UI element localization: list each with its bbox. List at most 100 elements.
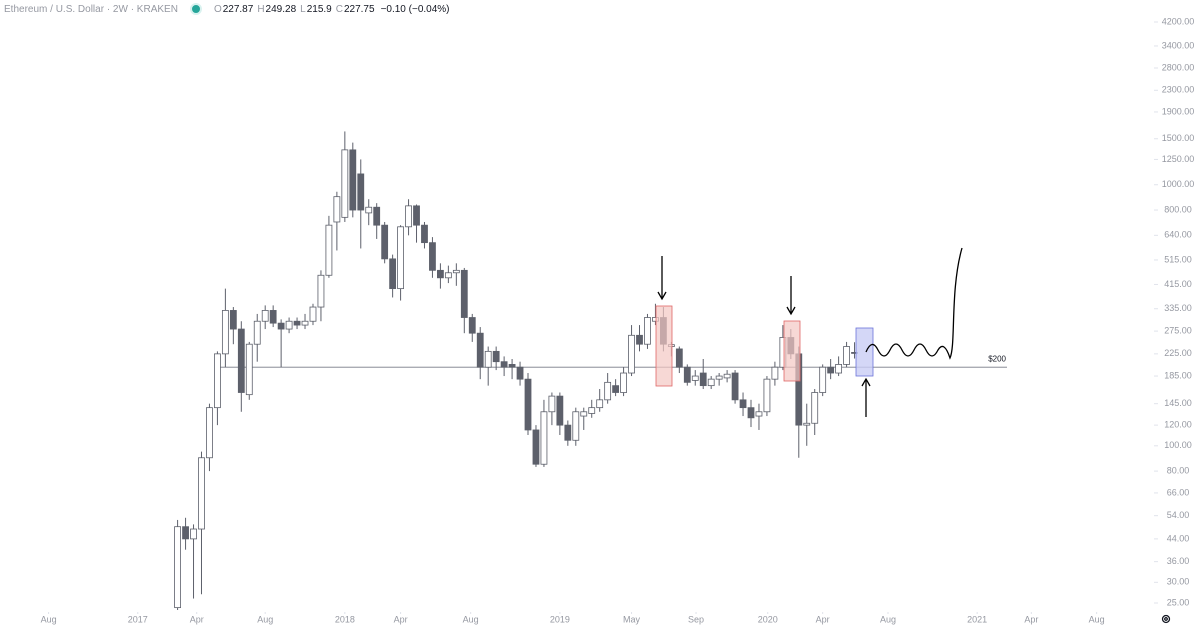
candle-body (843, 346, 850, 365)
legend-header: Ethereum / U.S. Dollar · 2W · KRAKEN O22… (4, 3, 450, 15)
x-tick-label: Aug (41, 614, 57, 624)
symbol-title: Ethereum / U.S. Dollar · 2W · KRAKEN (4, 3, 178, 15)
y-tick-label: 185.00 (1164, 370, 1192, 380)
candle-body (556, 395, 564, 426)
y-tick-label: 30.00 (1167, 577, 1190, 587)
y-tick-label: 335.00 (1164, 303, 1192, 313)
x-tick-label: 2020 (758, 614, 778, 624)
candle-body (516, 366, 524, 380)
candle-body (588, 407, 596, 414)
candle-body (237, 328, 245, 393)
candle-body (707, 378, 715, 387)
quote: C227.75 (336, 4, 375, 15)
candle-body (221, 310, 229, 355)
candle-body (476, 332, 484, 368)
candle-body (261, 310, 269, 322)
quote: L215.9 (300, 4, 332, 15)
candle-body (269, 310, 277, 324)
candle-body (429, 242, 436, 271)
y-tick-label: 66.00 (1167, 487, 1190, 497)
settings-icon[interactable] (1161, 614, 1171, 624)
quote-values: O227.87 H249.28 L215.9 C227.75 (214, 4, 375, 15)
candle-body (174, 526, 181, 609)
candle-body (341, 149, 349, 218)
x-tick-label: May (623, 614, 641, 624)
y-tick-label: 25.00 (1167, 597, 1190, 607)
y-tick-label: 515.00 (1164, 254, 1192, 264)
candle-body (333, 196, 341, 223)
y-tick-label: 36.00 (1167, 556, 1190, 566)
candle-body (492, 350, 500, 363)
candle-body (580, 411, 588, 417)
y-tick-label: 100.00 (1164, 440, 1192, 450)
y-tick-label: 80.00 (1167, 465, 1190, 475)
x-tick-label: Apr (394, 614, 408, 624)
candle-body (206, 407, 213, 459)
arrow-head (657, 291, 667, 301)
arrow-head (786, 306, 796, 316)
candle-body (548, 395, 556, 413)
y-tick-label: 800.00 (1164, 204, 1192, 214)
candle-body (811, 392, 819, 424)
candle-body (819, 366, 827, 393)
candle-body (325, 224, 333, 276)
candle-body (524, 378, 532, 431)
y-tick-label: 2800.00 (1162, 62, 1195, 72)
candle-body (413, 205, 420, 226)
settings-icon-hub[interactable] (1164, 617, 1168, 621)
candle-body (827, 366, 835, 374)
y-tick-label: 120.00 (1164, 420, 1192, 430)
y-tick-label: 44.00 (1167, 533, 1190, 543)
highlight-box (855, 327, 874, 377)
x-tick-label: Aug (463, 614, 479, 624)
quote-value: 227.87 (222, 3, 254, 15)
candle-body (397, 226, 404, 290)
x-tick-label: Apr (190, 614, 204, 624)
x-tick-label: Apr (816, 614, 830, 624)
candle-body (460, 269, 468, 318)
y-tick-label: 225.00 (1164, 348, 1192, 358)
candle-body (691, 375, 699, 381)
y-tick-label: 1900.00 (1162, 106, 1195, 116)
candle-body (715, 375, 723, 380)
projection-path (865, 247, 963, 360)
candle-body (421, 224, 428, 244)
candle-body (444, 272, 452, 279)
highlight-box (655, 305, 673, 387)
candle-body (604, 381, 612, 401)
y-tick-label: 4200.00 (1162, 16, 1195, 26)
quote-key: L (300, 3, 306, 15)
candle-body (245, 343, 253, 396)
candle-body (731, 372, 739, 401)
quote: O227.87 (214, 4, 253, 15)
x-tick-label: Sep (688, 614, 704, 624)
candle-body (214, 353, 221, 409)
candle-body (182, 526, 189, 540)
quote-value: 215.9 (306, 3, 332, 15)
x-tick-label: Aug (1089, 614, 1105, 624)
quote: H249.28 (257, 4, 296, 15)
candle-body (389, 258, 397, 290)
highlight-box (783, 320, 801, 382)
candle-body (835, 364, 843, 374)
change: −0.10 (−0.04%) (380, 3, 450, 15)
y-tick-label: 415.00 (1164, 279, 1192, 289)
candle-body (317, 274, 325, 308)
y-tick-label: 3400.00 (1162, 40, 1195, 50)
candle-body (636, 334, 643, 345)
x-tick-label: 2019 (550, 614, 570, 624)
candle-body (277, 322, 285, 330)
settings-icon-ring[interactable] (1161, 614, 1171, 624)
y-tick-label: 2300.00 (1162, 85, 1195, 95)
candle-body (723, 373, 731, 379)
y-tick-label: 145.00 (1164, 398, 1192, 408)
candle-body (253, 320, 261, 345)
candle-body (532, 429, 540, 465)
candle-body (309, 306, 317, 322)
candle-body (349, 149, 357, 211)
candle-body (452, 269, 460, 274)
candle-body (484, 350, 492, 368)
y-tick-label: 640.00 (1164, 230, 1192, 240)
x-tick-label: 2018 (335, 614, 355, 624)
y-tick-label: 1500.00 (1162, 133, 1195, 143)
